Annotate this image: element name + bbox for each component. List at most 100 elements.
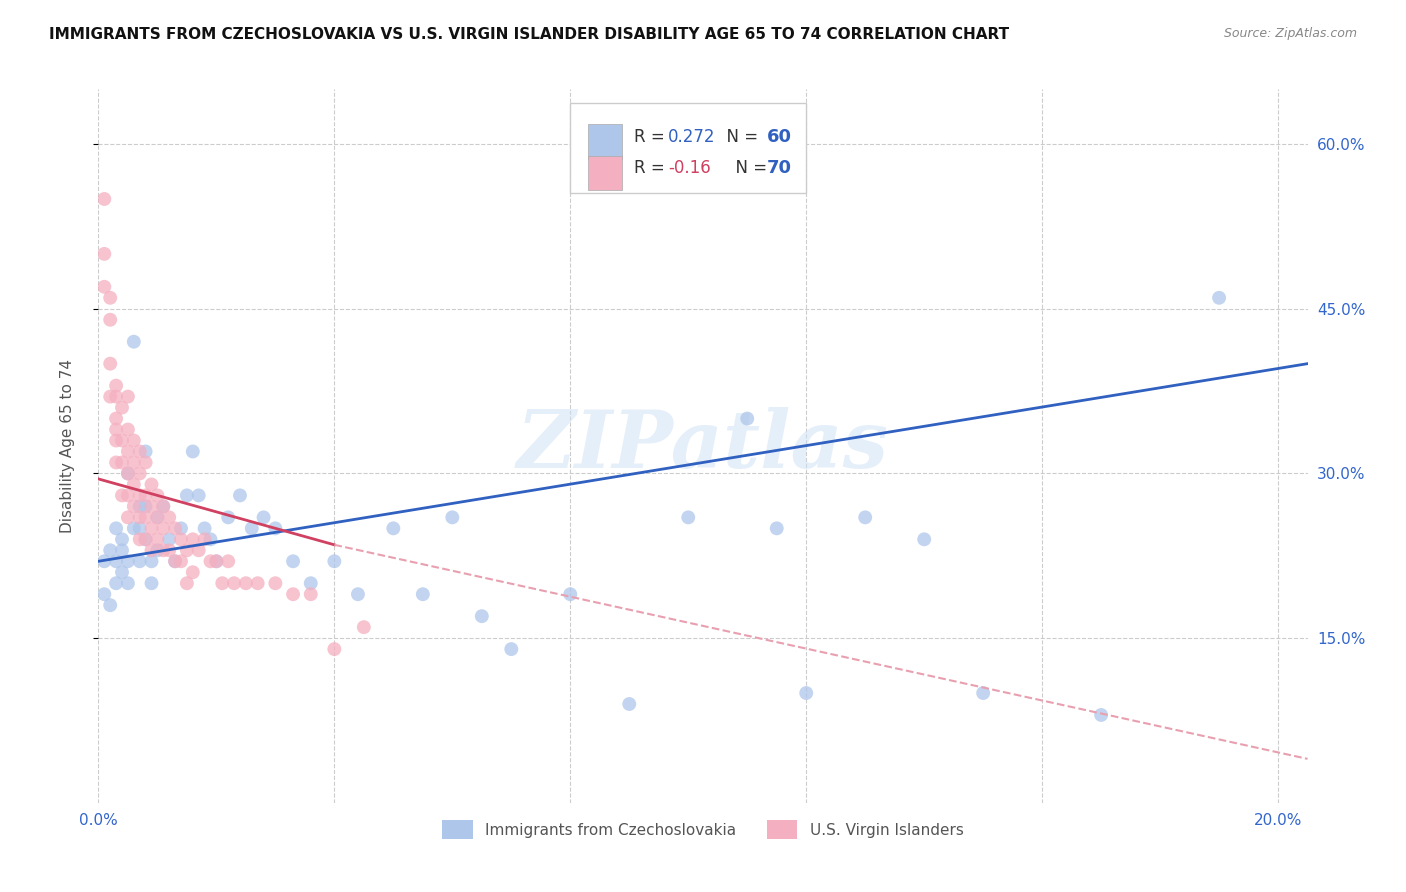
FancyBboxPatch shape <box>569 103 806 193</box>
Point <box>299 576 322 591</box>
Point <box>281 587 304 601</box>
Point <box>117 423 139 437</box>
Point <box>152 500 174 514</box>
Point <box>176 488 198 502</box>
Point <box>152 500 174 514</box>
Point <box>323 642 346 657</box>
Point <box>117 467 139 481</box>
Point <box>93 554 115 568</box>
Point <box>1208 291 1230 305</box>
Point <box>146 533 169 547</box>
Point <box>200 554 222 568</box>
Point <box>205 554 228 568</box>
Point <box>353 620 375 634</box>
Point <box>93 280 115 294</box>
Point <box>135 533 157 547</box>
Point <box>117 510 139 524</box>
Point <box>117 444 139 458</box>
Point <box>217 554 239 568</box>
Text: R =: R = <box>634 159 671 177</box>
Point <box>146 543 169 558</box>
Point <box>501 642 523 657</box>
Point <box>794 686 817 700</box>
FancyBboxPatch shape <box>588 124 621 159</box>
Point <box>1090 708 1112 723</box>
Point <box>105 576 128 591</box>
Point <box>157 510 180 524</box>
Point <box>471 609 494 624</box>
Point <box>117 488 139 502</box>
Point <box>217 510 239 524</box>
Point <box>122 455 145 469</box>
Point <box>128 500 150 514</box>
Point <box>135 488 157 502</box>
Y-axis label: Disability Age 65 to 74: Disability Age 65 to 74 <box>60 359 75 533</box>
Point <box>382 521 405 535</box>
Point <box>105 455 128 469</box>
Point <box>194 521 217 535</box>
Text: -0.16: -0.16 <box>668 159 710 177</box>
Point <box>122 500 145 514</box>
Point <box>111 455 134 469</box>
Point <box>105 390 128 404</box>
Point <box>93 587 115 601</box>
Point <box>141 477 163 491</box>
Point <box>122 334 145 349</box>
Point <box>323 554 346 568</box>
Point <box>117 390 139 404</box>
Point <box>135 533 157 547</box>
Point <box>252 510 274 524</box>
Point <box>128 488 150 502</box>
Point <box>678 510 700 524</box>
Point <box>765 521 787 535</box>
Point <box>141 521 163 535</box>
Text: N =: N = <box>724 159 772 177</box>
Legend: Immigrants from Czechoslovakia, U.S. Virgin Islanders: Immigrants from Czechoslovakia, U.S. Vir… <box>436 814 970 845</box>
Point <box>117 576 139 591</box>
Point <box>128 444 150 458</box>
Text: ZIPatlas: ZIPatlas <box>517 408 889 484</box>
Point <box>211 576 233 591</box>
Point <box>152 543 174 558</box>
Point <box>135 455 157 469</box>
Point <box>176 576 198 591</box>
Point <box>194 533 217 547</box>
Point <box>229 488 252 502</box>
Point <box>972 686 994 700</box>
Point <box>122 521 145 535</box>
Point <box>735 411 758 425</box>
Point <box>165 521 187 535</box>
Text: IMMIGRANTS FROM CZECHOSLOVAKIA VS U.S. VIRGIN ISLANDER DISABILITY AGE 65 TO 74 C: IMMIGRANTS FROM CZECHOSLOVAKIA VS U.S. V… <box>49 27 1010 42</box>
Point <box>619 697 641 711</box>
Point <box>98 291 121 305</box>
Point <box>181 533 204 547</box>
Text: 70: 70 <box>768 159 792 177</box>
Point <box>912 533 935 547</box>
Point <box>165 554 187 568</box>
Point <box>122 477 145 491</box>
Point <box>105 411 128 425</box>
Point <box>111 533 134 547</box>
Point <box>281 554 304 568</box>
Point <box>170 554 193 568</box>
Point <box>111 434 134 448</box>
Point <box>141 543 163 558</box>
Text: R =: R = <box>634 128 671 145</box>
Point <box>200 533 222 547</box>
Point <box>165 554 187 568</box>
Point <box>412 587 434 601</box>
FancyBboxPatch shape <box>588 155 621 190</box>
Point <box>181 566 204 580</box>
Point <box>141 500 163 514</box>
Point <box>105 378 128 392</box>
Point <box>93 192 115 206</box>
Point <box>111 566 134 580</box>
Point <box>264 576 287 591</box>
Point <box>128 521 150 535</box>
Point <box>98 357 121 371</box>
Point <box>157 533 180 547</box>
Point <box>105 434 128 448</box>
Point <box>146 510 169 524</box>
Point <box>146 488 169 502</box>
Point <box>135 444 157 458</box>
